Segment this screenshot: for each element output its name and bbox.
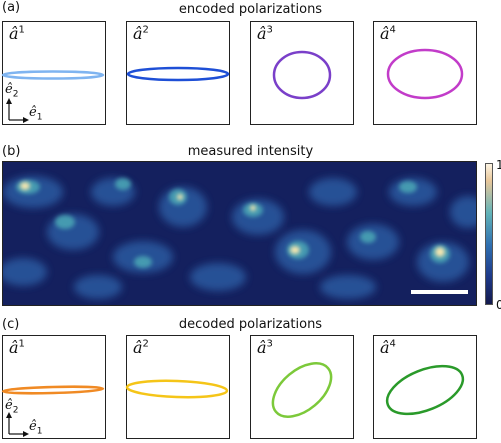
decoded-ellipse-1 [1,385,105,395]
encoded-ellipse-1 [1,70,105,80]
encoded-box-4: â4 [373,21,477,125]
decoded-box-1: â1 ê2 ê1 [1,335,106,439]
colorbar [485,163,493,305]
colorbar-min-label: 0 [496,298,501,312]
axis-e1-label: ê1 [29,105,43,123]
encoded-box-2-label: â2 [133,24,149,43]
panel-b-label: (b) [2,144,21,159]
decoded-box-3-label: â3 [257,338,273,357]
decoded-box-1-label: â1 [9,338,25,357]
decoded-box-2-label: â2 [133,338,149,357]
decoded-ellipse-3 [271,362,333,418]
decoded-ellipse-2 [125,379,229,399]
encoded-box-1: â1 ê2 ê1 [1,21,106,125]
encoded-ellipse-2 [126,66,230,82]
axis-e2-label: ê2 [5,82,19,100]
axis-arrows-icon [6,98,29,123]
panel-a-title: encoded polarizations [178,2,323,17]
encoded-box-3: â3 [250,21,354,125]
panel-a-label: (a) [2,0,21,15]
axis-arrows-icon-c [6,412,29,437]
axis-e1-label-c: ê1 [29,419,43,437]
panel-c-label: (c) [2,317,20,332]
decoded-box-4: â4 [373,335,477,439]
panel-b-title: measured intensity [187,144,314,159]
scale-bar [411,290,468,294]
speckle-intensity-map [2,161,477,306]
encoded-box-3-label: â3 [257,24,273,43]
axis-e2-label-c: ê2 [5,398,19,416]
encoded-box-4-label: â4 [380,24,396,43]
colorbar-max-label: 1 [496,158,501,172]
encoded-box-1-label: â1 [9,24,25,43]
decoded-ellipse-4 [385,364,465,416]
encoded-ellipse-3 [272,50,332,100]
panel-c-title: decoded polarizations [178,317,323,332]
encoded-ellipse-4 [386,48,464,100]
decoded-box-3: â3 [250,335,354,439]
encoded-box-2: â2 [126,21,230,125]
decoded-box-4-label: â4 [380,338,396,357]
decoded-box-2: â2 [125,335,230,439]
